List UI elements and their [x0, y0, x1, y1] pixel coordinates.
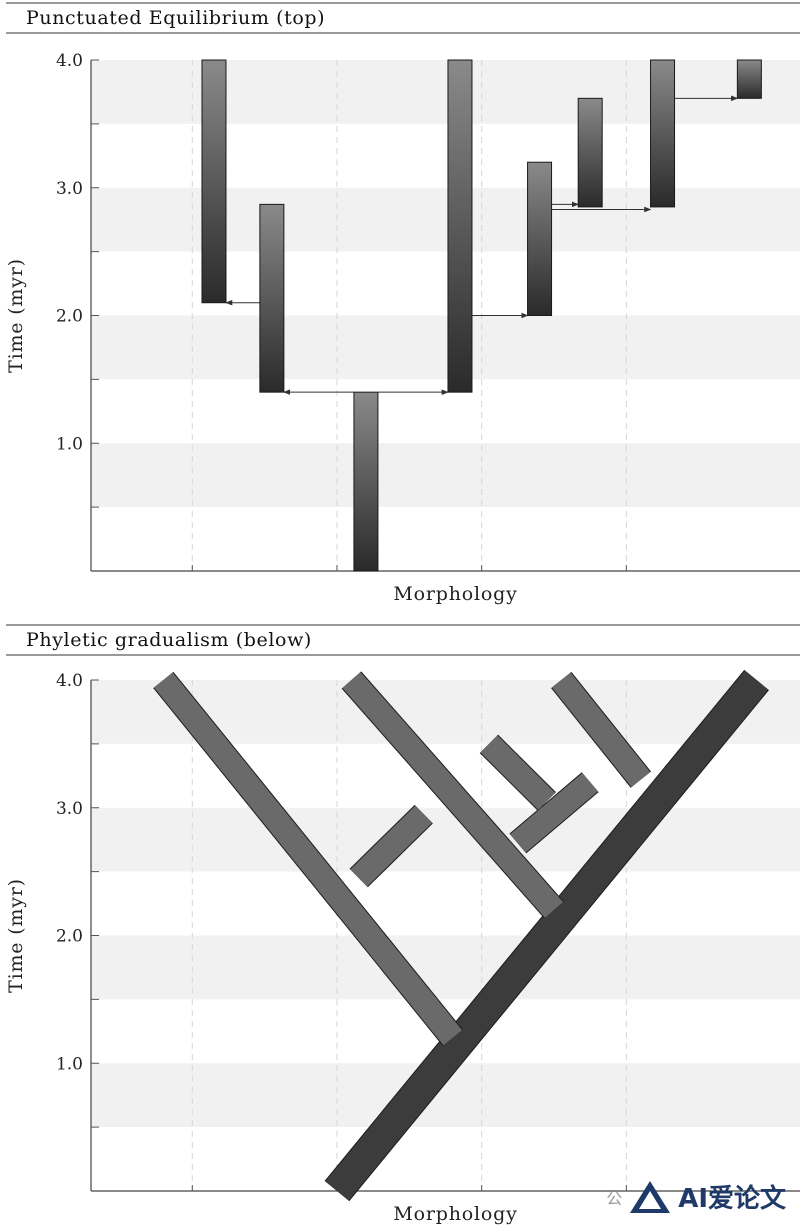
background-band — [91, 935, 800, 1000]
y-tick-label: 1.0 — [56, 1054, 83, 1074]
y-tick-label: 3.0 — [56, 799, 83, 819]
background-band — [91, 187, 800, 252]
gradual-branch — [350, 805, 433, 887]
background-band — [91, 60, 800, 124]
background-band — [91, 379, 800, 444]
x-axis-title: Morphology — [393, 583, 517, 605]
background-band — [91, 123, 800, 188]
background-band — [91, 443, 800, 508]
punctuated-equilibrium-panel: Punctuated Equilibrium (top) 1.0 2.0 3.0 4.… — [5, 0, 800, 605]
lineage-bar — [527, 161, 553, 316]
gradual-branch — [510, 773, 598, 853]
gradual-branch — [480, 735, 556, 810]
lineage-bar — [577, 97, 603, 208]
background-band — [91, 315, 800, 380]
panel-header: Phyletic gradualism (below) — [6, 622, 800, 656]
lineage-bar — [650, 59, 676, 208]
y-axis-title: Time (myr) — [5, 258, 27, 373]
background-band — [91, 1127, 800, 1191]
header-rule-bottom — [6, 32, 800, 34]
header-rule-bottom — [6, 654, 800, 656]
y-tick-label: 2.0 — [56, 307, 83, 327]
x-axis-title: Morphology — [393, 1203, 517, 1225]
y-axis-title: Time (myr) — [5, 878, 27, 993]
background-band — [91, 807, 800, 872]
lineage-bar — [736, 59, 762, 99]
y-tick-label: 1.0 — [56, 434, 83, 454]
header-rule-top — [6, 2, 800, 4]
y-tick-label: 3.0 — [56, 179, 83, 199]
header-rule-top — [6, 624, 800, 626]
y-tick-label: 4.0 — [56, 51, 83, 71]
watermark: 公 AI爱论文 — [606, 1178, 786, 1215]
phyletic-gradualism-panel: Phyletic gradualism (below) 1.0 2.0 3.0 4.0… — [0, 620, 800, 1231]
gradual-branch — [551, 672, 651, 788]
punctuated-diagram: 1.0 2.0 3.0 4.0 Time (myr) Morphology — [5, 51, 800, 605]
gradual-branch — [154, 672, 463, 1046]
gradualism-diagram: 1.0 2.0 3.0 4.0 Time (myr) Morphology — [5, 669, 800, 1225]
y-tick-label: 2.0 — [56, 927, 83, 947]
panel-header: Punctuated Equilibrium (top) — [6, 0, 800, 34]
panel-title: Punctuated Equilibrium (top) — [26, 7, 326, 29]
lineage-bar — [259, 203, 285, 393]
panel-title: Phyletic gradualism (below) — [26, 629, 312, 651]
logo-icon — [630, 1180, 671, 1213]
gradual-branch — [325, 670, 769, 1201]
lineage-bar — [201, 59, 227, 304]
lineage-bar — [447, 59, 473, 393]
y-tick-label: 4.0 — [56, 671, 83, 691]
background-band — [91, 251, 800, 316]
background-band — [91, 507, 800, 571]
background-band — [91, 871, 800, 936]
gradual-branch — [342, 672, 564, 918]
watermark-text: AI爱论文 — [678, 1184, 786, 1214]
watermark-wechat-label: 公 — [606, 1188, 623, 1208]
lineage-bar — [353, 391, 379, 572]
